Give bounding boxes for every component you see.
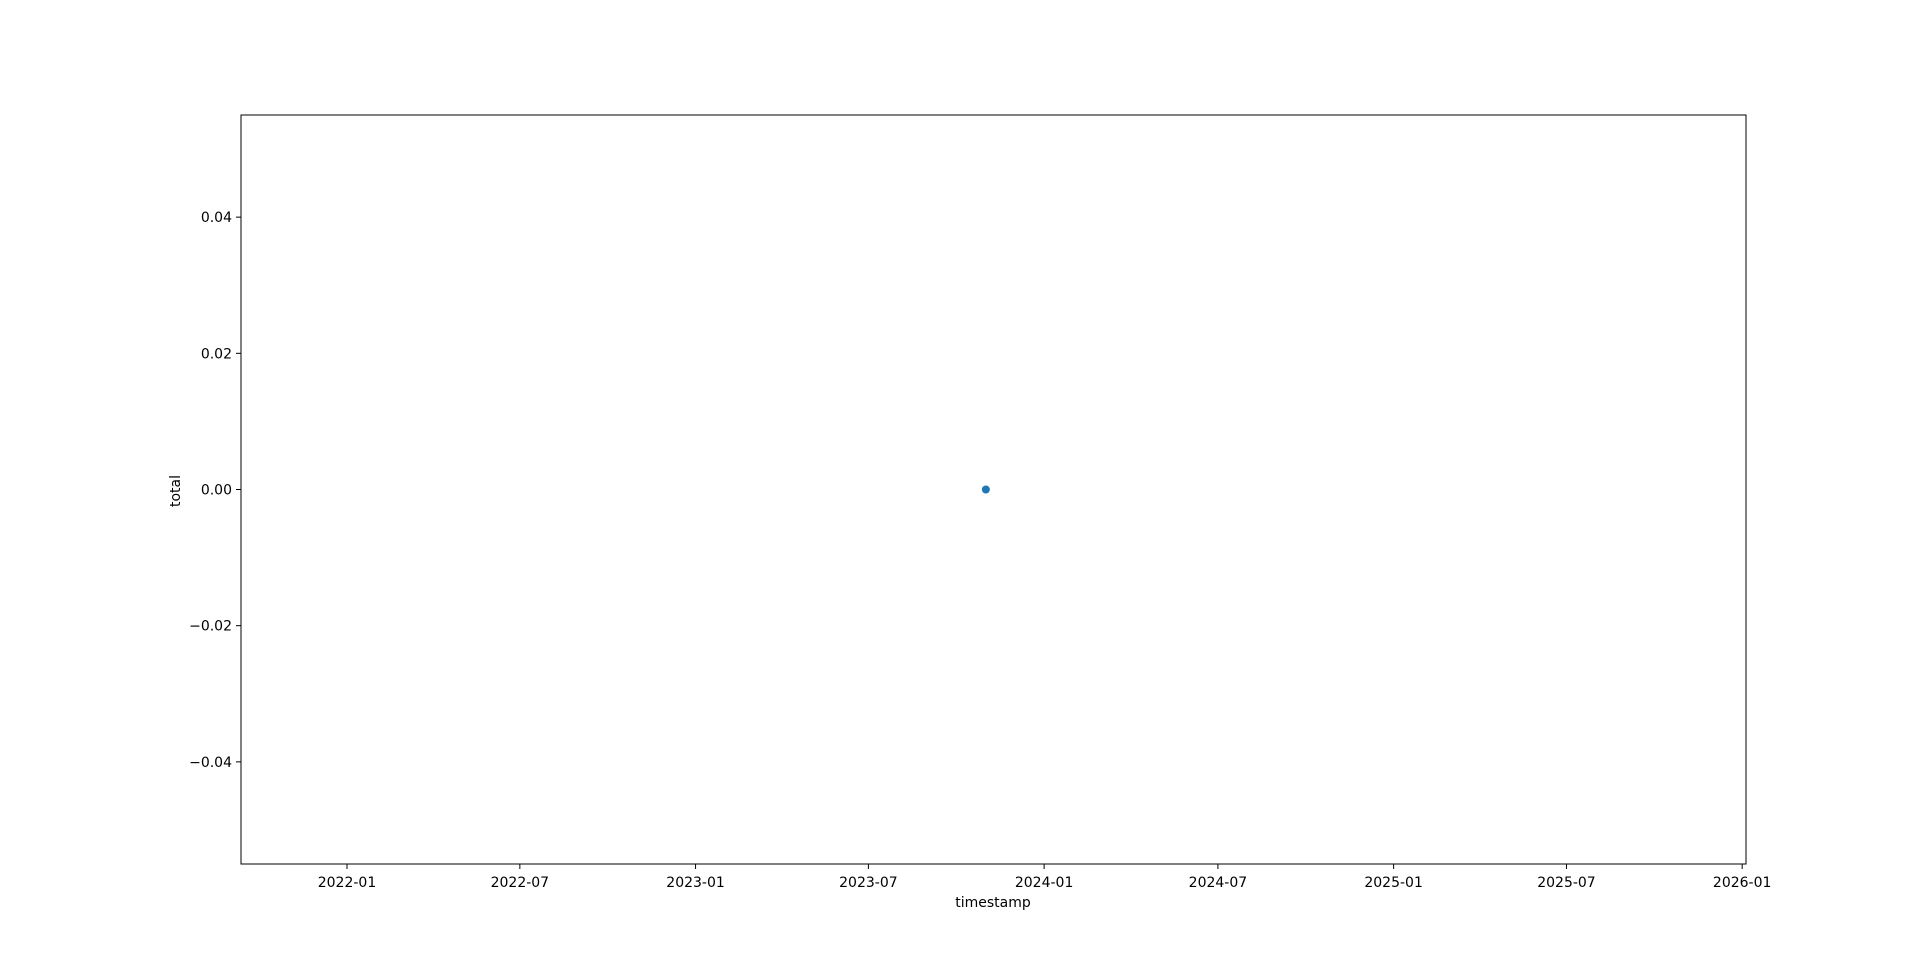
x-axis-title: timestamp [955,895,1031,911]
y-tick-label: −0.04 [189,755,232,771]
x-axis: 2022-01 2022-07 2023-01 2023-07 2024-01 2024-… [318,864,1772,891]
y-axis: 0.04 0.02 0.00 −0.02 −0.04 [189,210,241,771]
y-tick-label: 0.00 [201,483,232,499]
x-tick-label: 2026-01 [1713,875,1772,891]
y-tick-label: 0.02 [201,346,232,362]
x-tick-label: 2025-01 [1364,875,1423,891]
x-tick-label: 2022-01 [318,875,377,891]
y-tick-label: 0.04 [201,210,232,226]
data-point [981,485,990,494]
x-tick-label: 2025-07 [1537,875,1596,891]
y-axis-title: total [168,475,184,507]
y-tick-label: −0.02 [189,619,232,635]
x-tick-label: 2023-07 [839,875,898,891]
series-layer [981,485,990,494]
x-tick-label: 2023-01 [666,875,725,891]
x-tick-label: 2024-07 [1189,875,1248,891]
x-tick-label: 2024-01 [1015,875,1074,891]
x-tick-label: 2022-07 [491,875,550,891]
